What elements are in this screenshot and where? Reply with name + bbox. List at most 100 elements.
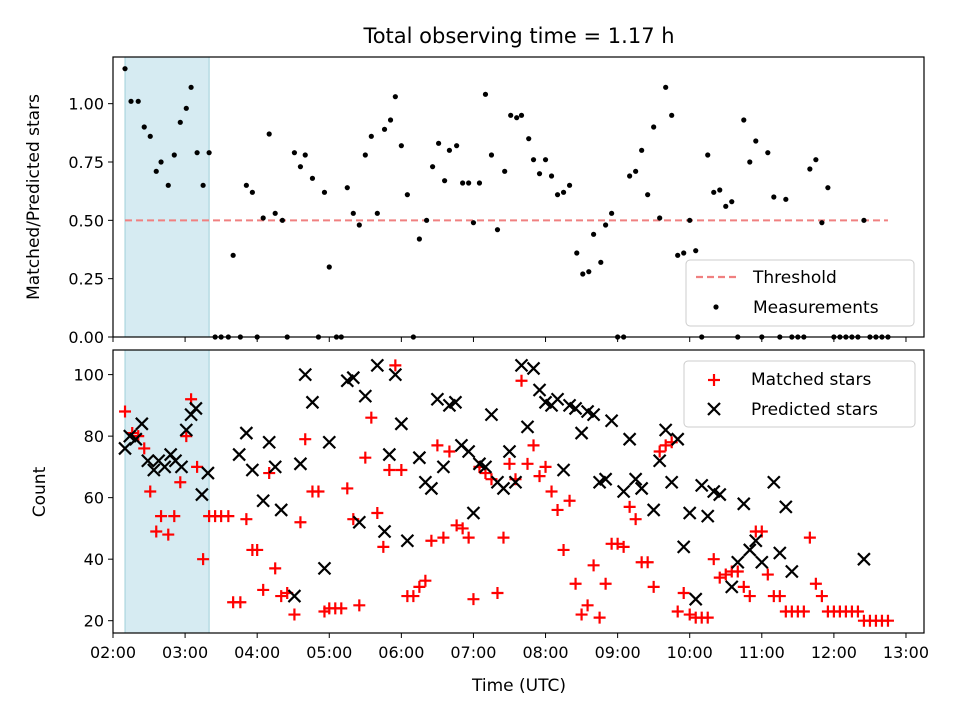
- matched-star-point: [288, 608, 301, 621]
- measurement-point: [518, 112, 525, 118]
- predicted-star-point: [622, 432, 637, 446]
- measurement-point: [436, 140, 442, 146]
- predicted-star-point: [239, 426, 254, 440]
- measurement-point: [200, 182, 206, 188]
- measurement-point: [681, 250, 687, 256]
- measurement-point: [416, 236, 422, 242]
- predicted-star-point: [448, 395, 463, 410]
- bottom-axes-frame: [112, 349, 925, 634]
- bottom-y-axis-label: Count: [30, 466, 50, 517]
- matched-star-point: [593, 611, 606, 624]
- predicted-star-point: [466, 506, 481, 520]
- measurement-point: [122, 66, 128, 72]
- matched-star-point: [119, 405, 132, 418]
- matched-star-point: [168, 510, 181, 523]
- matched-star-point: [467, 593, 480, 606]
- matched-star-point: [371, 507, 384, 520]
- matched-star-point: [713, 571, 726, 584]
- matched-star-point: [419, 574, 432, 587]
- chart-title: Total observing time = 1.17 h: [362, 24, 674, 48]
- matched-star-point: [359, 451, 372, 464]
- predicted-star-point: [676, 540, 691, 554]
- measurement-point: [326, 264, 332, 270]
- measurement-point: [291, 150, 298, 156]
- measurement-point: [508, 112, 514, 118]
- matched-star-point: [263, 467, 276, 480]
- matched-star-point: [503, 457, 516, 470]
- predicted-star-point: [658, 423, 673, 437]
- measurement-point: [687, 217, 693, 223]
- measurement-point: [723, 203, 729, 209]
- predicted-star-point: [189, 401, 203, 416]
- measurement-point: [645, 192, 651, 198]
- predicted-star-point: [305, 395, 320, 410]
- matched-star-point: [581, 599, 594, 612]
- predicted-star-point: [436, 460, 451, 474]
- predicted-star-point: [514, 358, 529, 373]
- predicted-star-point: [700, 509, 715, 523]
- matched-star-point: [431, 439, 444, 452]
- measurement-point: [128, 98, 134, 104]
- measurement-point: [147, 133, 153, 139]
- matched-star-point: [377, 540, 390, 553]
- matched-star-point: [521, 457, 534, 470]
- x-tick-label: 02:00: [90, 643, 136, 662]
- predicted-star-point: [245, 463, 260, 477]
- measurement-point: [542, 157, 549, 163]
- y-tick-label: 0.50: [68, 211, 104, 230]
- matched-star-point: [294, 516, 307, 529]
- predicted-star-point: [520, 420, 535, 434]
- legend-predicted-label: Predicted stars: [751, 400, 878, 420]
- measurement-point: [717, 187, 723, 193]
- predicted-star-point: [141, 453, 155, 468]
- measurement-point: [171, 152, 177, 158]
- measurement-point: [302, 152, 308, 158]
- matched-star-point: [623, 500, 636, 513]
- top-panel: 0.00 0.25 0.50 0.75 1.00 Matched/Predicted s…: [24, 56, 925, 347]
- measurement-point: [494, 227, 501, 233]
- measurement-point: [861, 217, 867, 223]
- predicted-star-point: [773, 546, 787, 560]
- matched-star-point: [299, 433, 312, 446]
- predicted-star-point: [232, 447, 246, 462]
- x-tick-label: 07:00: [450, 643, 496, 662]
- predicted-star-point: [749, 533, 763, 548]
- matched-star-point: [671, 605, 684, 618]
- measurement-point: [460, 180, 466, 186]
- predicted-star-point: [688, 592, 703, 606]
- x-tick-label: 12:00: [811, 643, 857, 662]
- predicted-star-point: [682, 506, 697, 520]
- predicted-star-point: [174, 460, 189, 474]
- predicted-star-point: [550, 392, 565, 406]
- measurement-point: [158, 159, 164, 165]
- matched-star-point: [677, 587, 690, 600]
- matched-star-point: [533, 470, 546, 483]
- y-tick-label: 80: [84, 427, 104, 446]
- predicted-star-point: [287, 589, 302, 603]
- predicted-star-point: [424, 481, 439, 496]
- matched-star-point: [275, 590, 288, 603]
- bottom-x-axis-label: Time (UTC): [471, 676, 566, 696]
- measurement-point: [374, 210, 380, 216]
- x-tick-label: 05:00: [306, 643, 352, 662]
- predicted-star-point: [508, 475, 523, 490]
- predicted-star-point: [785, 564, 799, 579]
- measurement-point: [442, 178, 448, 184]
- measurement-point: [765, 150, 771, 156]
- matched-star-point: [797, 605, 810, 618]
- matched-star-point: [599, 577, 612, 590]
- predicted-star-point: [322, 435, 337, 450]
- measurement-point: [514, 115, 520, 121]
- matched-star-point: [353, 599, 366, 612]
- x-tick-label: 08:00: [522, 643, 568, 662]
- predicted-star-point: [157, 460, 172, 474]
- measurement-point: [651, 124, 657, 130]
- measurement-point: [141, 124, 147, 130]
- matched-star-point: [743, 590, 756, 603]
- predicted-star-point: [129, 432, 143, 446]
- bottom-shaded-span: [124, 349, 210, 634]
- matched-star-point: [659, 439, 672, 452]
- measurement-point: [711, 189, 717, 195]
- measurement-point: [381, 126, 388, 132]
